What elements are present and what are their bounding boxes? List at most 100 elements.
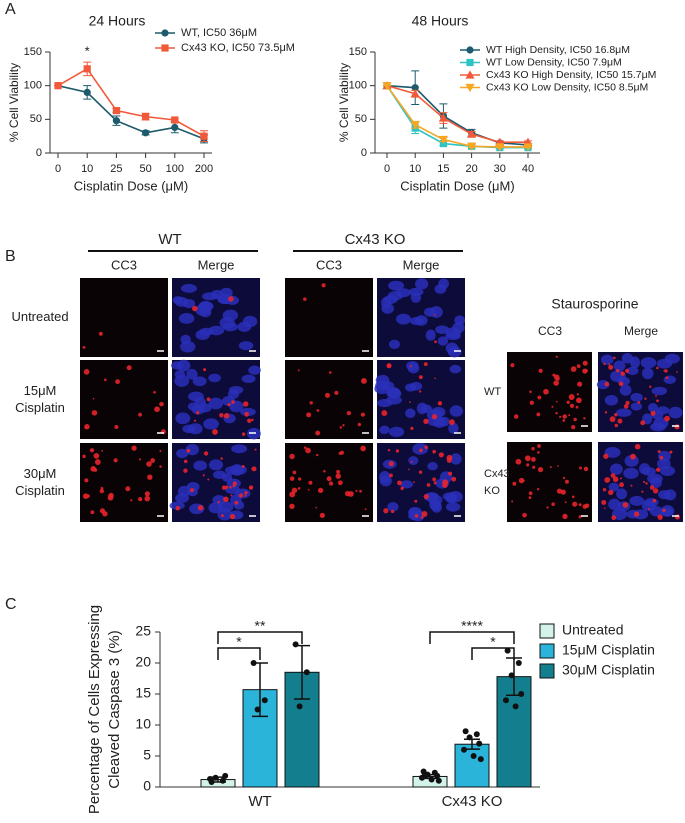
stain	[562, 419, 566, 422]
stain	[543, 388, 549, 395]
stain	[582, 360, 588, 366]
nucleus	[600, 354, 614, 365]
nucleus	[647, 473, 663, 484]
legend-label: Untreated	[562, 622, 623, 638]
stain	[551, 405, 554, 408]
legend-label: 15μM Cisplatin	[562, 642, 655, 658]
stain	[244, 411, 250, 417]
stain	[319, 512, 325, 518]
column-label: Merge	[198, 257, 235, 272]
nucleus	[454, 315, 466, 326]
marker	[112, 106, 120, 115]
stain	[578, 515, 582, 519]
column-label: CC3	[538, 324, 562, 338]
panel-label: A	[5, 1, 16, 18]
nucleus	[623, 467, 639, 479]
stain	[518, 477, 525, 484]
stain	[194, 419, 197, 422]
stain	[448, 471, 453, 476]
stain	[614, 423, 619, 428]
stain	[438, 452, 444, 458]
stain	[98, 331, 103, 336]
stain	[557, 465, 559, 467]
row-label: Cisplatin	[15, 483, 65, 498]
nucleus	[449, 364, 462, 374]
stain	[83, 369, 90, 375]
row-label: KO	[484, 485, 500, 497]
stain	[195, 410, 200, 415]
legend-swatch	[539, 623, 555, 639]
nucleus	[386, 395, 402, 405]
data-point	[254, 706, 261, 713]
stain	[650, 410, 656, 416]
nucleus	[414, 278, 429, 290]
stain	[649, 385, 652, 388]
x-tick-label: 20	[465, 163, 477, 175]
nucleus	[630, 402, 643, 411]
stain	[241, 432, 246, 436]
stain	[414, 499, 418, 503]
stain	[144, 491, 150, 497]
stain	[186, 448, 191, 453]
stain	[316, 453, 319, 457]
annotation: *	[85, 44, 90, 59]
marker	[382, 82, 392, 91]
row-label: 15μM	[24, 383, 57, 398]
nucleus	[191, 404, 205, 415]
nucleus	[169, 501, 185, 510]
column-label: Merge	[624, 324, 658, 338]
stain	[364, 508, 367, 511]
nucleus	[431, 502, 442, 513]
data-point	[504, 647, 511, 654]
micrograph	[285, 360, 373, 439]
nucleus	[203, 418, 219, 430]
y-tick-label: 100	[24, 80, 42, 92]
stain	[414, 514, 419, 518]
stain	[90, 510, 95, 515]
nucleus	[217, 293, 233, 304]
stain	[669, 450, 673, 454]
x-tick-label: 100	[166, 163, 184, 175]
stain	[410, 426, 414, 430]
stain	[339, 426, 343, 429]
nucleus	[613, 360, 626, 372]
nucleus	[387, 291, 403, 301]
nucleus	[641, 367, 654, 380]
nucleus	[180, 340, 196, 353]
stain	[531, 447, 535, 451]
nucleus	[445, 327, 461, 339]
marker	[438, 135, 448, 145]
micrograph	[80, 360, 168, 439]
marker	[200, 132, 208, 140]
stain	[408, 468, 410, 471]
data-point	[470, 753, 477, 759]
stain	[572, 501, 578, 507]
stain	[381, 410, 388, 417]
nucleus	[643, 498, 659, 507]
stain	[564, 479, 569, 484]
nucleus	[425, 329, 436, 341]
stain	[328, 481, 334, 486]
nucleus	[172, 296, 184, 305]
stain	[360, 412, 365, 417]
marker	[171, 123, 179, 132]
stain	[223, 496, 229, 503]
stain	[321, 283, 326, 288]
stain	[619, 482, 624, 488]
stain	[243, 401, 249, 407]
stain	[555, 400, 558, 403]
stain	[674, 514, 681, 520]
column-label: CC3	[111, 257, 137, 272]
stain	[611, 515, 617, 521]
y-tick-label: 0	[143, 778, 151, 794]
error-bar	[210, 776, 226, 783]
stain	[613, 356, 616, 360]
panel-label: C	[5, 596, 17, 613]
stain	[630, 453, 636, 460]
series-line	[386, 85, 528, 148]
nucleus	[433, 416, 446, 428]
stain	[386, 364, 392, 369]
nucleus	[208, 373, 221, 383]
x-tick-label: 10	[81, 163, 93, 175]
y-axis-label: Cleaved Caspase 3 (%)	[106, 630, 123, 788]
